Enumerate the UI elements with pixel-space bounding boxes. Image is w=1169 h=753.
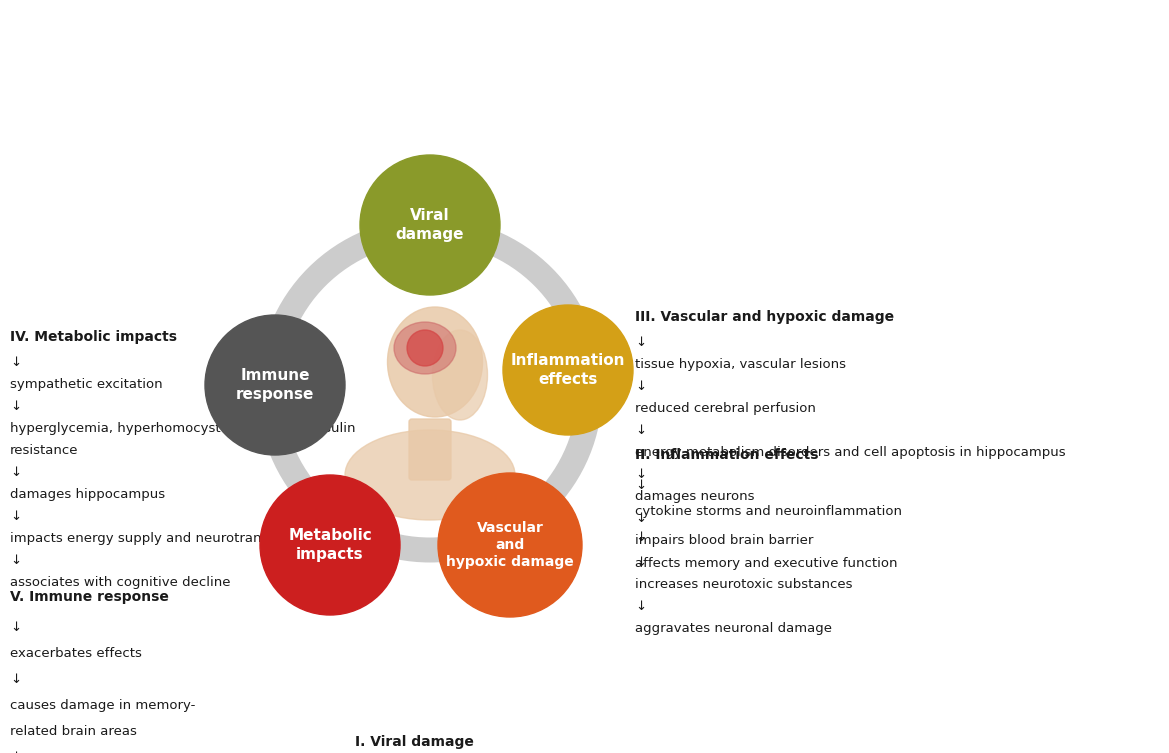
Circle shape bbox=[205, 315, 345, 455]
Text: energy metabolism disorders and cell apoptosis in hippocampus: energy metabolism disorders and cell apo… bbox=[635, 447, 1066, 459]
Text: impairs blood brain barrier: impairs blood brain barrier bbox=[635, 535, 814, 547]
Text: damages neurons: damages neurons bbox=[635, 490, 754, 504]
Text: Viral
damage: Viral damage bbox=[396, 208, 464, 242]
Text: Vascular
and
hypoxic damage: Vascular and hypoxic damage bbox=[447, 521, 574, 569]
Text: II. Inflammation effects: II. Inflammation effects bbox=[635, 448, 818, 462]
Ellipse shape bbox=[387, 307, 483, 417]
Circle shape bbox=[407, 330, 443, 366]
FancyBboxPatch shape bbox=[409, 419, 451, 480]
Text: impacts energy supply and neurotransmitters: impacts energy supply and neurotransmitt… bbox=[11, 532, 316, 545]
Text: Metabolic
impacts: Metabolic impacts bbox=[288, 528, 372, 562]
Text: damages hippocampus: damages hippocampus bbox=[11, 489, 165, 501]
Text: ↓: ↓ bbox=[11, 554, 21, 568]
Text: ↓: ↓ bbox=[635, 468, 646, 481]
Ellipse shape bbox=[433, 330, 487, 420]
Text: V. Immune response: V. Immune response bbox=[11, 590, 168, 604]
Text: ↓: ↓ bbox=[11, 466, 21, 480]
Text: Inflammation
effects: Inflammation effects bbox=[511, 353, 625, 387]
Text: ↓: ↓ bbox=[11, 751, 21, 753]
Text: ↓: ↓ bbox=[635, 380, 646, 393]
Text: hyperglycemia, hyperhomocysteinemia, and insulin: hyperglycemia, hyperhomocysteinemia, and… bbox=[11, 422, 355, 435]
Text: causes damage in memory-: causes damage in memory- bbox=[11, 700, 195, 712]
Text: resistance: resistance bbox=[11, 444, 78, 457]
Text: related brain areas: related brain areas bbox=[11, 725, 137, 738]
Text: tissue hypoxia, vascular lesions: tissue hypoxia, vascular lesions bbox=[635, 358, 846, 371]
Text: cytokine storms and neuroinflammation: cytokine storms and neuroinflammation bbox=[635, 505, 902, 518]
Circle shape bbox=[360, 155, 500, 295]
Text: increases neurotoxic substances: increases neurotoxic substances bbox=[635, 578, 852, 591]
Text: ↓: ↓ bbox=[635, 337, 646, 349]
Text: ↓: ↓ bbox=[635, 512, 646, 526]
Text: ↓: ↓ bbox=[11, 401, 21, 413]
Circle shape bbox=[438, 473, 582, 617]
Text: ↓: ↓ bbox=[11, 673, 21, 686]
Text: reduced cerebral perfusion: reduced cerebral perfusion bbox=[635, 402, 816, 416]
Text: III. Vascular and hypoxic damage: III. Vascular and hypoxic damage bbox=[635, 310, 894, 324]
Text: ↓: ↓ bbox=[11, 356, 21, 370]
Ellipse shape bbox=[394, 322, 456, 374]
Text: ↓: ↓ bbox=[635, 556, 646, 569]
Text: ↓: ↓ bbox=[11, 621, 21, 634]
Text: IV. Metabolic impacts: IV. Metabolic impacts bbox=[11, 330, 177, 344]
Ellipse shape bbox=[345, 430, 516, 520]
Text: exacerbates effects: exacerbates effects bbox=[11, 647, 141, 660]
Circle shape bbox=[260, 475, 400, 615]
Text: I. Viral damage: I. Viral damage bbox=[355, 735, 473, 749]
Text: ↓: ↓ bbox=[635, 531, 646, 544]
Text: affects memory and executive function: affects memory and executive function bbox=[635, 557, 898, 570]
Text: ↓: ↓ bbox=[11, 511, 21, 523]
Text: aggravates neuronal damage: aggravates neuronal damage bbox=[635, 623, 832, 636]
Text: ↓: ↓ bbox=[635, 425, 646, 437]
Text: ↓: ↓ bbox=[635, 479, 646, 492]
Text: sympathetic excitation: sympathetic excitation bbox=[11, 379, 162, 392]
Text: ↓: ↓ bbox=[635, 600, 646, 614]
Circle shape bbox=[503, 305, 632, 435]
Text: associates with cognitive decline: associates with cognitive decline bbox=[11, 576, 230, 590]
Text: Immune
response: Immune response bbox=[236, 368, 314, 402]
